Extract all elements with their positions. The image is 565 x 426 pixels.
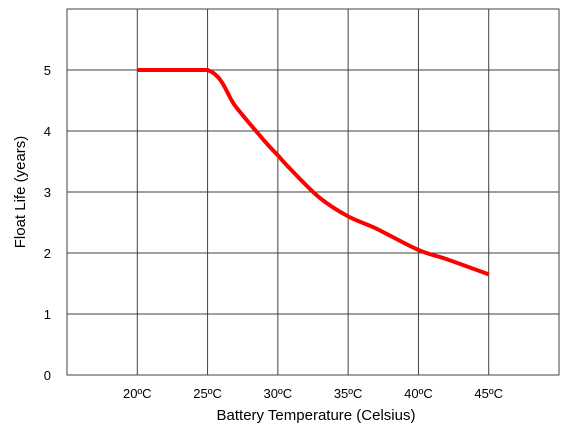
y-tick-label: 5 — [44, 63, 51, 78]
y-axis-ticks: 0 1 2 3 4 5 — [44, 63, 51, 383]
y-tick-label: 1 — [44, 307, 51, 322]
series-layer — [137, 68, 490, 277]
y-tick-label: 0 — [44, 368, 51, 383]
x-tick-label: 25ºC — [193, 386, 222, 401]
y-tick-label: 2 — [44, 246, 51, 261]
y-tick-label: 4 — [44, 124, 51, 139]
plot-area-frame — [66, 8, 560, 376]
x-axis-label: Battery Temperature (Celsius) — [217, 407, 416, 424]
x-tick-label: 35ºC — [334, 386, 363, 401]
y-tick-label: 3 — [44, 185, 51, 200]
y-axis-label: Float Life (years) — [12, 136, 29, 249]
x-tick-label: 20ºC — [123, 386, 152, 401]
x-tick-label: 30ºC — [264, 386, 293, 401]
x-axis-ticks: 20ºC 25ºC 30ºC 35ºC 40ºC 45ºC — [123, 386, 503, 401]
x-tick-label: 40ºC — [404, 386, 433, 401]
x-tick-label: 45ºC — [474, 386, 503, 401]
float-life-line — [137, 68, 490, 277]
